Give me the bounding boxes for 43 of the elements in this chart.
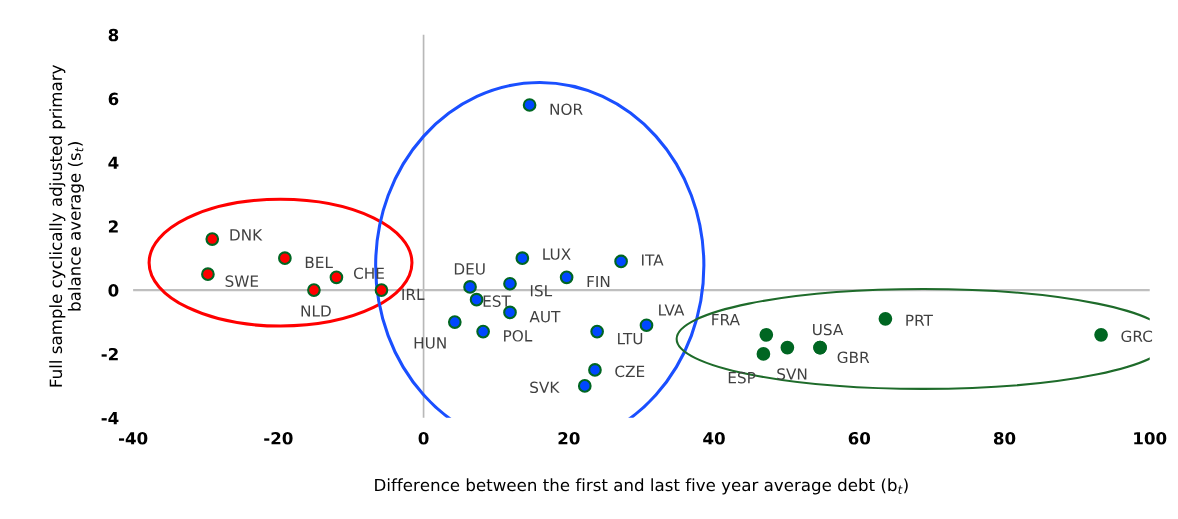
annotation: CZE (615, 365, 645, 378)
annotation: ITA (642, 254, 664, 266)
annotation: GRC (1121, 330, 1153, 343)
annotation: GBR (837, 351, 870, 364)
annotation: USA (813, 323, 844, 336)
x-tick-label: 60 (848, 431, 871, 445)
x-tick-label: 100 (1134, 431, 1167, 445)
annotation: DNK (230, 229, 263, 241)
y-tick-label: 2 (108, 220, 118, 233)
annotation: SWE (225, 275, 259, 287)
x-tick-label: -40 (118, 431, 148, 445)
annotation: LVA (659, 304, 685, 316)
annotation: EST (483, 295, 511, 307)
x-tick-label: 0 (418, 431, 429, 445)
annotation: POL (504, 330, 533, 342)
annotation: IRL (402, 288, 425, 300)
annotation: NLD (301, 305, 331, 317)
annotation: FRA (712, 314, 740, 326)
y-tick-label: -2 (101, 347, 118, 361)
annotation: LTU (618, 333, 643, 345)
annotation: NOR (550, 103, 583, 115)
annotation: ISL (530, 284, 553, 297)
y-axis-title: Full sample cyclically adjusted primary balance average (s$_{t}$) (49, 65, 85, 387)
x-tick-label: -20 (264, 431, 293, 445)
x-tick-label: 20 (558, 431, 580, 445)
annotation: AUT (529, 311, 561, 323)
annotation: HUN (414, 337, 446, 349)
y-tick-label: -4 (101, 411, 119, 425)
annotation: BEL (305, 256, 333, 268)
annotation: FIN (587, 275, 610, 288)
annotation: PRT (906, 314, 933, 326)
y-tick-label: 0 (108, 284, 119, 297)
annotation: ESP (728, 371, 756, 384)
y-tick-label: 6 (108, 92, 119, 106)
annotation: SVK (530, 381, 560, 394)
x-tick-label: 80 (993, 431, 1016, 445)
annotation: LUX (543, 248, 571, 260)
y-tick-label: 4 (108, 156, 119, 169)
x-axis-title: Difference between the first and last five year average debt (b$_{t}$) (375, 478, 908, 495)
annotation: SVN (777, 368, 807, 380)
x-tick-label: 40 (703, 431, 725, 445)
y-tick-label: 8 (108, 28, 119, 42)
annotation: DEU (454, 263, 485, 275)
